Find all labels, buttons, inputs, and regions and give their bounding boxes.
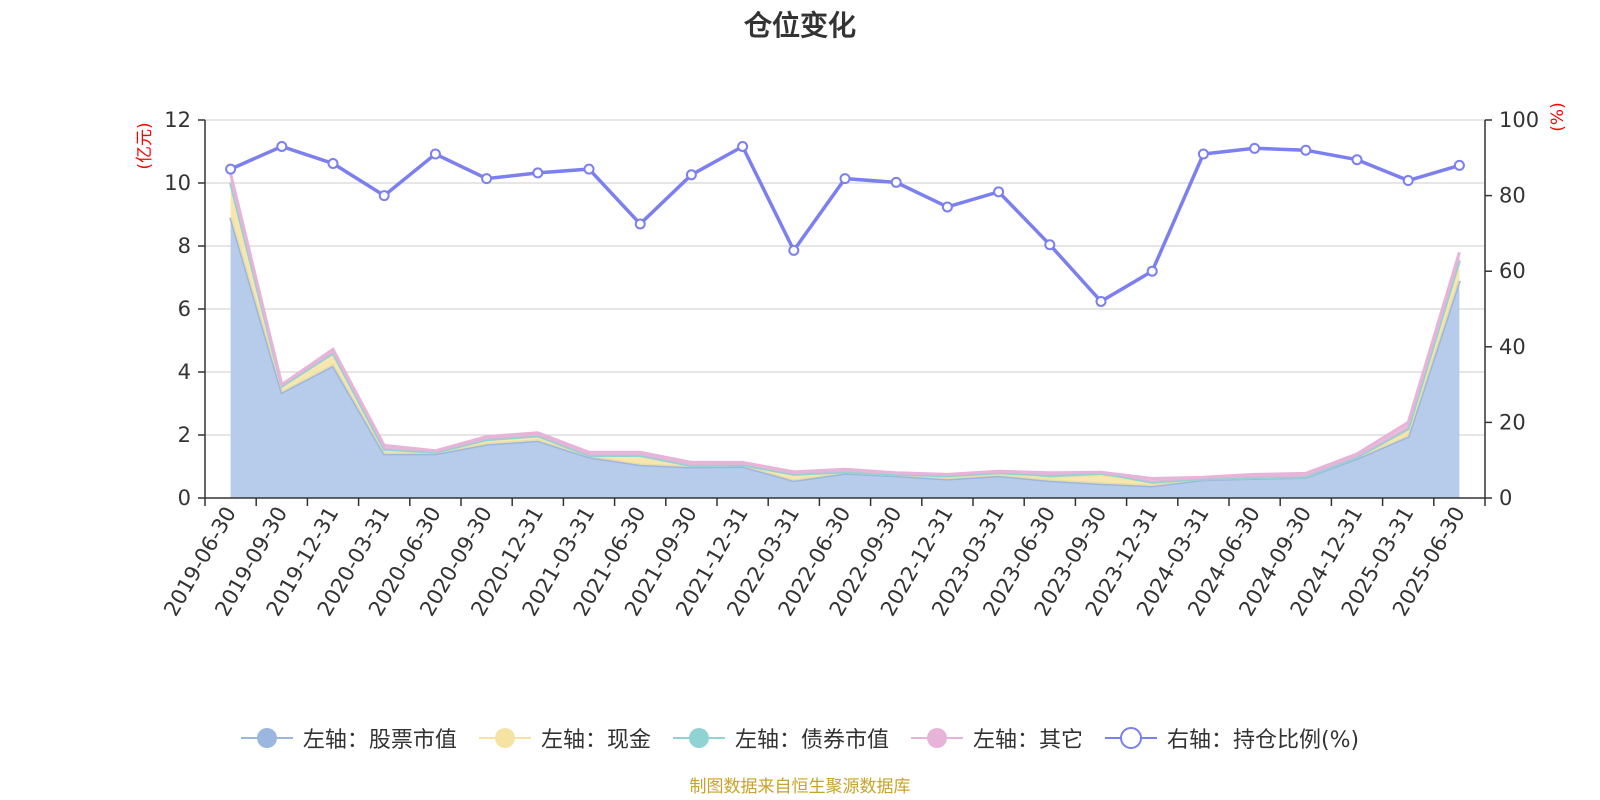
area-series-line-2 xyxy=(229,182,1461,484)
ratio-line xyxy=(229,144,1460,304)
area-series-1 xyxy=(230,183,1460,486)
area-series-line-3 xyxy=(229,173,1461,481)
ratio-point xyxy=(737,140,749,152)
ratio-point xyxy=(225,163,237,175)
legend-marker-icon xyxy=(1104,727,1157,749)
legend-item[interactable]: 右轴：持仓比例(%) xyxy=(1104,722,1360,754)
ratio-point xyxy=(634,218,646,230)
legend-item[interactable]: 左轴：债券市值 xyxy=(672,722,889,754)
chart-title: 仓位变化 xyxy=(743,9,856,42)
right-tick-label: 40 xyxy=(1499,335,1526,359)
ratio-point xyxy=(1146,265,1158,277)
right-tick-label: 60 xyxy=(1499,259,1526,283)
line-layer xyxy=(225,140,1465,307)
ratio-point xyxy=(788,244,800,256)
left-tick-label: 4 xyxy=(178,360,191,384)
right-tick-label: 80 xyxy=(1499,184,1526,208)
legend-label: 右轴：持仓比例(%) xyxy=(1166,728,1360,753)
area-series-3 xyxy=(230,173,1460,483)
ratio-point xyxy=(1453,159,1465,171)
ratio-point xyxy=(1402,174,1414,186)
legend-item[interactable]: 左轴：其它 xyxy=(910,722,1083,754)
legend-item[interactable]: 左轴：现金 xyxy=(478,722,651,754)
legend-marker-icon xyxy=(910,728,963,748)
ratio-point xyxy=(1351,154,1363,166)
ratio-point xyxy=(1095,295,1107,307)
legend-label: 左轴：债券市值 xyxy=(734,728,889,753)
ratio-point xyxy=(481,173,493,185)
ratio-point xyxy=(1044,239,1056,251)
ratio-point xyxy=(1197,148,1209,160)
ratio-point xyxy=(839,173,851,185)
left-axis-unit: (亿元) xyxy=(135,122,155,169)
legend-marker-icon xyxy=(672,728,725,748)
right-tick-label: 100 xyxy=(1499,108,1539,132)
legend-marker-icon xyxy=(478,728,531,748)
ratio-point xyxy=(327,157,339,169)
right-tick-label: 0 xyxy=(1499,486,1512,510)
left-tick-label: 0 xyxy=(178,486,191,510)
left-tick-label: 2 xyxy=(178,423,191,447)
left-tick-label: 10 xyxy=(164,171,191,195)
area-series-0 xyxy=(230,217,1460,498)
ratio-point xyxy=(378,190,390,202)
ratio-point xyxy=(429,148,441,160)
ratio-point xyxy=(993,186,1005,198)
ratio-point xyxy=(685,169,697,181)
ratio-point xyxy=(941,201,953,213)
legend-label: 左轴：现金 xyxy=(540,728,651,753)
left-tick-label: 12 xyxy=(164,108,191,132)
legend-marker-icon xyxy=(240,728,293,748)
right-axis-unit: (%) xyxy=(1548,102,1568,131)
ratio-point xyxy=(890,176,902,188)
area-series-line-0 xyxy=(229,217,1461,488)
ratio-point xyxy=(1249,142,1261,154)
ratio-point xyxy=(1300,144,1312,156)
ratio-point xyxy=(276,140,288,152)
right-tick-label: 20 xyxy=(1499,410,1526,434)
left-tick-label: 8 xyxy=(178,234,191,258)
legend: 左轴：股票市值 左轴：现金 左轴：债券市值 左轴：其它 右轴：持仓比例(%) xyxy=(0,722,1600,754)
ratio-point xyxy=(583,163,595,175)
left-tick-label: 6 xyxy=(178,297,191,321)
ratio-point xyxy=(532,167,544,179)
legend-label: 左轴：其它 xyxy=(972,728,1083,753)
area-layer xyxy=(229,173,1461,498)
grid-lines xyxy=(205,119,1485,436)
area-series-2 xyxy=(230,183,1460,483)
data-source-footer: 制图数据来自恒生聚源数据库 xyxy=(689,777,911,797)
legend-label: 左轴：股票市值 xyxy=(302,728,457,753)
area-series-line-1 xyxy=(229,182,1461,484)
legend-item[interactable]: 左轴：股票市值 xyxy=(240,722,457,754)
